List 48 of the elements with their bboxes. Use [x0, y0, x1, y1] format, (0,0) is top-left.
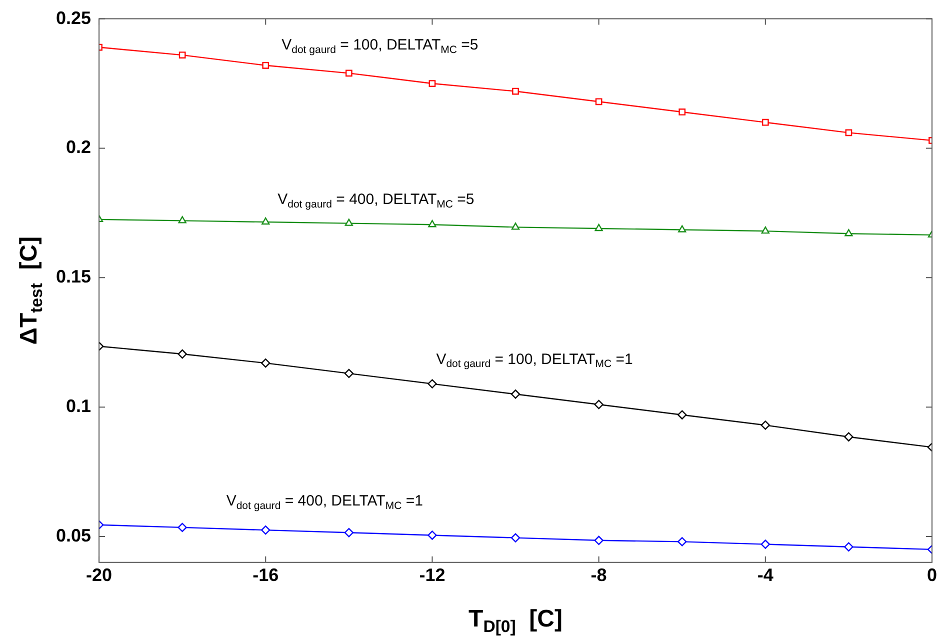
point: [344, 218, 353, 226]
point: [844, 542, 854, 552]
point: [261, 358, 270, 368]
point: [261, 525, 270, 535]
point: [844, 432, 854, 442]
point: [678, 410, 687, 420]
point: [178, 349, 187, 359]
point: [262, 62, 270, 69]
x-tick-label: -12: [419, 565, 446, 586]
point: [595, 98, 602, 106]
point: [178, 216, 186, 224]
point: [761, 226, 770, 234]
point: [178, 52, 186, 58]
point: [762, 118, 769, 126]
point: [678, 108, 686, 116]
point: [594, 536, 604, 545]
point: [760, 540, 770, 549]
point: [845, 129, 852, 136]
point: [428, 379, 437, 388]
point: [760, 420, 770, 430]
point: [510, 533, 520, 542]
y-tick-label: 0.25: [56, 8, 92, 28]
y-tick-label: 0.15: [56, 266, 92, 287]
point: [428, 220, 436, 228]
x-tick-label: -4: [757, 565, 774, 586]
point: [262, 217, 270, 225]
x-tick-label: -20: [86, 565, 112, 586]
x-tick-label: 0: [926, 565, 937, 586]
y-tick-label: 0.05: [56, 525, 92, 546]
y-tick-label: 0.2: [66, 137, 92, 158]
y-axis-title: ΔTtest [C]: [16, 236, 46, 345]
point: [844, 229, 853, 236]
point: [678, 537, 687, 546]
point: [428, 80, 436, 87]
point: [178, 522, 187, 532]
point: [344, 528, 354, 538]
x-tick-label: -16: [252, 565, 279, 586]
point: [678, 225, 686, 232]
point: [594, 224, 603, 232]
point: [428, 530, 437, 540]
point: [510, 390, 520, 399]
point: [344, 368, 354, 378]
point: [512, 88, 519, 95]
point: [345, 70, 352, 77]
y-tick-label: 0.1: [66, 396, 92, 416]
x-tick-label: -8: [590, 565, 607, 586]
point: [594, 400, 604, 410]
point: [511, 222, 520, 230]
